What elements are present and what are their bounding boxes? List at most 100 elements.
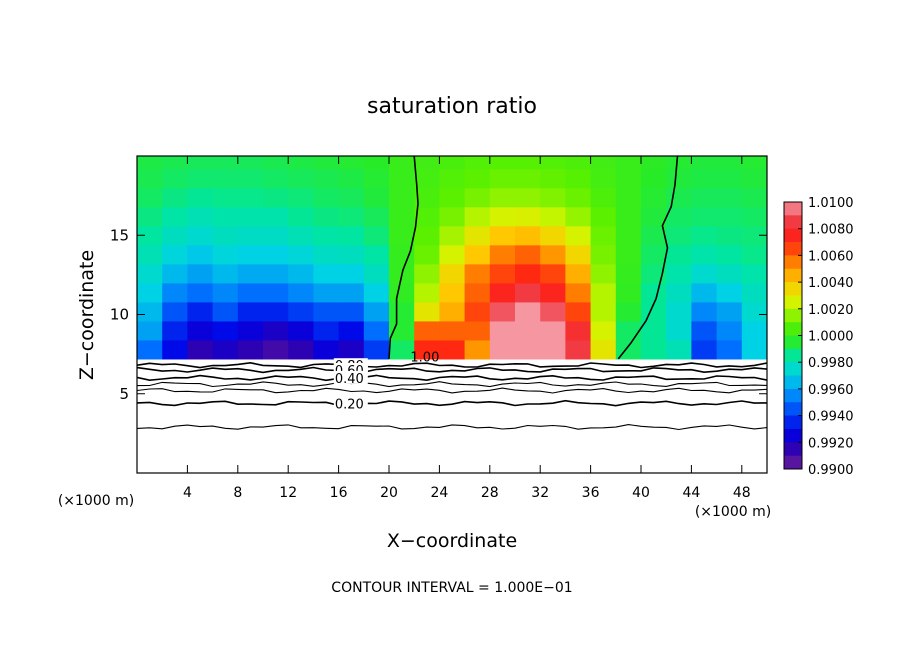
x-tick-label: 28 (481, 485, 499, 501)
heatmap-cell (489, 168, 516, 189)
heatmap-cell (414, 206, 440, 227)
heatmap-cell (515, 320, 541, 341)
colorbar-swatch (784, 442, 802, 457)
heatmap-cell (540, 225, 566, 246)
heatmap-cell (464, 244, 491, 265)
heatmap-cell (691, 225, 718, 246)
heatmap-cell (313, 168, 340, 189)
heatmap-cell (363, 339, 390, 360)
heatmap-cell (691, 244, 718, 265)
heatmap-cell (540, 187, 566, 208)
heatmap-cell (162, 225, 188, 246)
heatmap-cell (414, 244, 440, 265)
heatmap-cell (288, 282, 314, 303)
heatmap-cell (313, 263, 340, 284)
heatmap-cell (615, 156, 642, 170)
heatmap-cell (439, 168, 466, 189)
heatmap-cell (414, 187, 440, 208)
heatmap-cell (414, 320, 440, 341)
heatmap-cell (641, 282, 667, 303)
heatmap-cell (540, 339, 566, 360)
colorbar-swatch (784, 402, 802, 417)
heatmap-cell (439, 320, 466, 341)
heatmap-cell (414, 156, 440, 170)
heatmap-cell (212, 320, 239, 341)
heatmap-cell (439, 187, 466, 208)
heatmap-cell (263, 168, 289, 189)
heatmap-cell (439, 156, 466, 170)
heatmap-cell (137, 301, 163, 322)
heatmap-cell (666, 225, 692, 246)
heatmap-cell (565, 156, 592, 170)
x-tick-label: 48 (733, 485, 751, 501)
heatmap-cell (666, 339, 692, 360)
heatmap-cell (389, 282, 415, 303)
heatmap-cell (389, 225, 415, 246)
heatmap-cell (187, 282, 214, 303)
heatmap-cell (590, 225, 617, 246)
heatmap-cell (363, 187, 390, 208)
y-axis-label: Z−coordinate (76, 250, 98, 380)
heatmap-cell (313, 301, 340, 322)
heatmap-cell (263, 339, 289, 360)
heatmap-cell (288, 320, 314, 341)
heatmap-cell (187, 225, 214, 246)
heatmap-cell (741, 263, 767, 284)
heatmap-cell (691, 206, 718, 227)
heatmap-cell (137, 156, 163, 170)
heatmap-cell (666, 282, 692, 303)
heatmap-cell (237, 282, 264, 303)
heatmap-cell (313, 244, 340, 265)
heatmap-cell (741, 206, 767, 227)
colorbar-tick-label: 0.9940 (808, 410, 854, 425)
heatmap-cell (565, 206, 592, 227)
heatmap-cell (263, 320, 289, 341)
heatmap-cell (515, 301, 541, 322)
heatmap-cell (641, 225, 667, 246)
heatmap-cell (439, 282, 466, 303)
heatmap-cell (464, 156, 491, 170)
heatmap-cell (263, 263, 289, 284)
colorbar-tick-label: 1.0080 (808, 223, 854, 238)
heatmap-cell (489, 187, 516, 208)
heatmap-cell (515, 263, 541, 284)
heatmap-cell (716, 225, 743, 246)
heatmap-cell (590, 282, 617, 303)
heatmap-cell (590, 301, 617, 322)
heatmap-cell (565, 187, 592, 208)
heatmap-cell (313, 206, 340, 227)
heatmap-cell (716, 263, 743, 284)
heatmap-cell (137, 225, 163, 246)
colorbar-tick-label: 0.9900 (808, 463, 854, 478)
contour-1-00-right (617, 156, 679, 360)
heatmap-cell (212, 244, 239, 265)
heatmap-cell (338, 301, 365, 322)
heatmap-cell (389, 156, 415, 170)
heatmap-cell (263, 206, 289, 227)
heatmap-cell (137, 206, 163, 227)
heatmap-cell (162, 187, 188, 208)
heatmap-cell (237, 187, 264, 208)
heatmap-cell (716, 339, 743, 360)
heatmap-cell (641, 206, 667, 227)
heatmap-cell (741, 168, 767, 189)
heatmap-cell (187, 156, 214, 170)
heatmap-cell (691, 320, 718, 341)
heatmap-cell (489, 282, 516, 303)
heatmap-cell (363, 206, 390, 227)
heatmap-cell (338, 282, 365, 303)
heatmap-cell (389, 301, 415, 322)
heatmap-cell (691, 187, 718, 208)
heatmap-cell (615, 301, 642, 322)
heatmap-cell (212, 206, 239, 227)
heatmap-cell (237, 225, 264, 246)
heatmap-cell (666, 320, 692, 341)
heatmap-cell (515, 282, 541, 303)
heatmap-cell (590, 263, 617, 284)
heatmap-cell (741, 187, 767, 208)
heatmap-cell (741, 301, 767, 322)
heatmap-cell (363, 225, 390, 246)
heatmap-cell (741, 339, 767, 360)
heatmap-cell (237, 244, 264, 265)
